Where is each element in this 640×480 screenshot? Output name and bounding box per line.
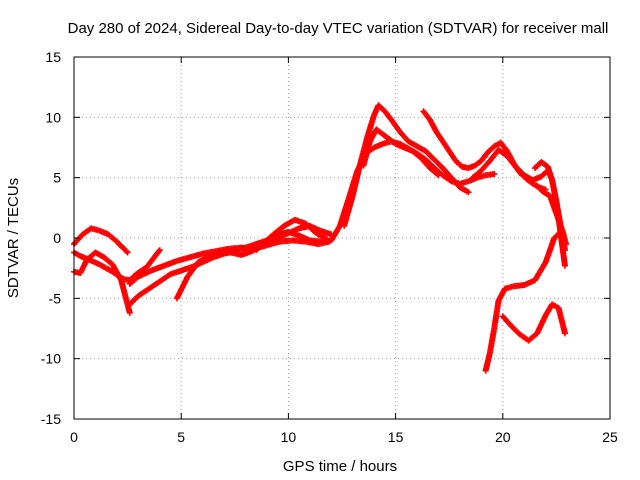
grid-lines — [74, 57, 610, 419]
y-axis-label: SDTVAR / TECUs — [5, 178, 22, 298]
data-point — [491, 171, 498, 178]
y-tick-label: 10 — [45, 109, 61, 125]
y-tick-label: 15 — [45, 49, 61, 65]
y-tick-label: -10 — [41, 351, 61, 367]
x-tick-label: 0 — [70, 429, 78, 445]
axis-ticks: 0 5 10 15 20 25 -15 -10 -5 0 5 10 15 — [41, 49, 618, 445]
data-point — [561, 262, 568, 269]
data-point — [561, 330, 568, 337]
y-tick-label: -15 — [41, 411, 61, 427]
data-point — [126, 309, 133, 316]
x-axis-label: GPS time / hours — [283, 458, 397, 475]
x-tick-label: 25 — [602, 429, 618, 445]
data-point — [156, 247, 163, 254]
data-point — [465, 189, 472, 196]
data-point — [124, 249, 131, 256]
x-tick-label: 15 — [388, 429, 404, 445]
y-tick-label: -5 — [49, 290, 62, 306]
x-tick-label: 20 — [495, 429, 511, 445]
x-tick-label: 5 — [177, 429, 185, 445]
y-tick-label: 0 — [53, 230, 61, 246]
x-tick-label: 10 — [281, 429, 297, 445]
chart-title: Day 280 of 2024, Sidereal Day-to-day VTE… — [68, 20, 609, 37]
y-tick-label: 5 — [53, 170, 61, 186]
data-point — [561, 241, 568, 248]
data-points — [71, 102, 570, 374]
data-point — [123, 248, 130, 255]
data-point — [435, 172, 442, 179]
